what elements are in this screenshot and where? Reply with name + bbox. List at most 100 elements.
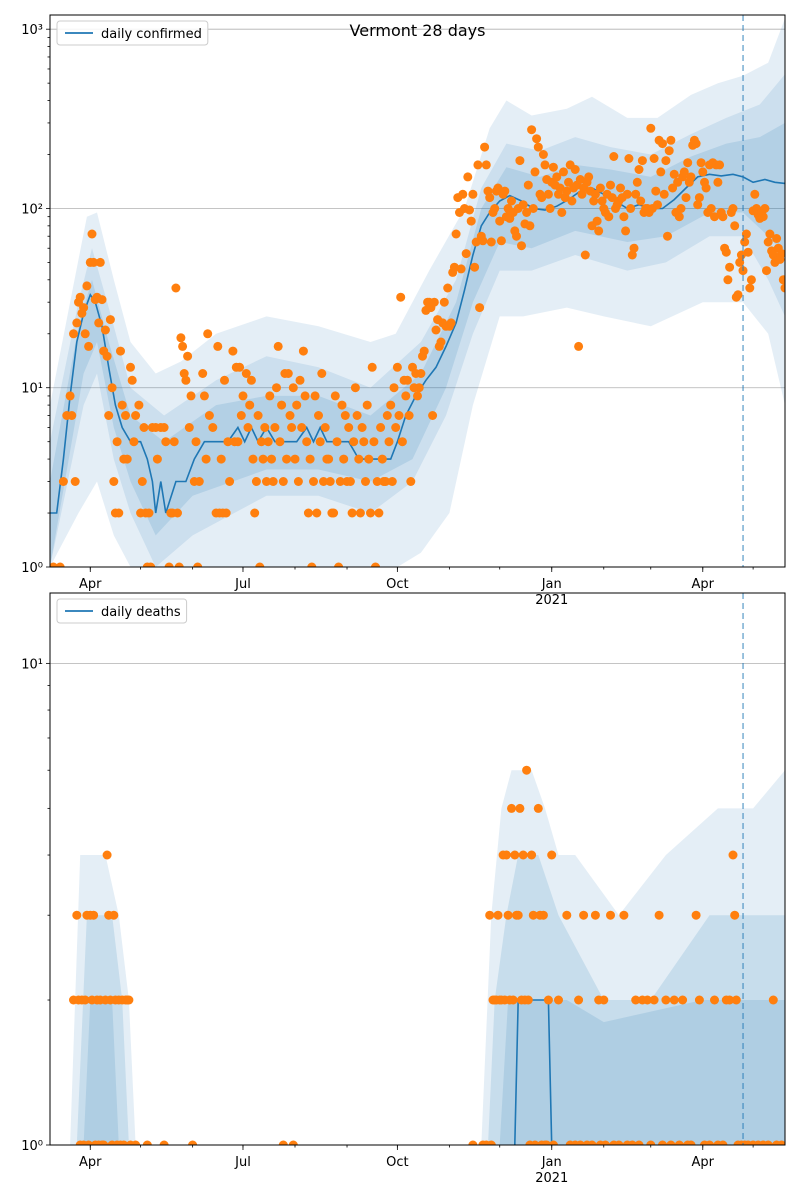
confirmed-observed-point	[728, 204, 738, 213]
confirmed-legend: daily confirmed	[56, 20, 209, 46]
confirmed-observed-point	[443, 283, 453, 293]
confirmed-observed-point	[75, 292, 85, 302]
deaths-observed-point	[649, 995, 659, 1005]
confirmed-observed-point	[381, 477, 391, 486]
confirmed-observed-point	[518, 200, 528, 210]
confirmed-observed-point	[241, 369, 251, 378]
deaths-observed-point	[718, 1140, 728, 1145]
confirmed-observed-point	[70, 477, 80, 486]
confirmed-chart-title: Vermont 28 days	[350, 21, 486, 40]
confirmed-observed-point	[104, 411, 114, 420]
confirmed-observed-point	[543, 189, 553, 199]
confirmed-observed-point	[656, 167, 666, 177]
confirmed-observed-point	[619, 212, 629, 222]
confirmed-observed-point	[725, 262, 735, 272]
confirmed-observed-point	[278, 477, 288, 486]
confirmed-observed-point	[634, 165, 644, 174]
deaths-observed-point	[654, 910, 664, 920]
confirmed-observed-point	[179, 369, 189, 378]
confirmed-observed-point	[480, 142, 490, 152]
confirmed-observed-point	[161, 437, 171, 447]
confirmed-observed-point	[517, 241, 526, 251]
confirmed-observed-point	[102, 351, 112, 361]
confirmed-observed-point	[361, 477, 370, 486]
confirmed-observed-point	[760, 204, 770, 213]
confirmed-observed-point	[84, 341, 94, 351]
confirmed-observed-point	[310, 391, 320, 401]
confirmed-observed-point	[201, 454, 211, 464]
confirmed-observed-point	[622, 189, 632, 199]
deaths-chart: 10⁰ 10¹ Apr Jul Oct Jan Apr 2021 daily deaths	[21, 592, 786, 1186]
deaths-observed-point	[562, 910, 572, 920]
confirmed-observed-point	[89, 257, 99, 267]
confirmed-observed-point	[295, 375, 305, 385]
deaths-axes-frame	[49, 592, 786, 1146]
confirmed-observed-point	[562, 186, 572, 196]
deaths-observed-point	[547, 850, 557, 860]
confirmed-observed-point	[396, 292, 406, 302]
confirmed-observed-point	[545, 204, 555, 213]
confirmed-observed-point	[332, 437, 342, 447]
confirmed-observed-point	[439, 297, 449, 307]
deaths-x-tick-label: Apr	[692, 1155, 715, 1170]
confirmed-observed-point	[107, 383, 117, 393]
confirmed-observed-point	[193, 562, 203, 567]
deaths-observed-point	[523, 995, 533, 1005]
confirmed-observed-point	[131, 411, 141, 420]
confirmed-observed-point	[428, 411, 438, 420]
deaths-observed-point	[528, 910, 538, 920]
confirmed-observed-point	[743, 247, 753, 257]
confirmed-observed-point	[184, 423, 194, 432]
confirmed-observed-point	[609, 152, 619, 161]
confirmed-x-tick-label: Oct	[386, 577, 408, 592]
confirmed-observed-point	[478, 236, 488, 246]
confirmed-observed-point	[334, 562, 344, 567]
confirmed-observed-point	[658, 139, 667, 149]
deaths-observed-point	[661, 995, 671, 1005]
confirmed-observed-point	[359, 437, 369, 447]
deaths-observed-point	[627, 1140, 637, 1145]
confirmed-observed-point	[364, 454, 374, 464]
deaths-observed-point	[80, 995, 90, 1005]
confirmed-observed-point	[715, 160, 725, 170]
confirmed-observed-point	[204, 411, 214, 420]
confirmed-observed-point	[186, 391, 196, 401]
confirmed-observed-point	[461, 249, 471, 259]
confirmed-observed-point	[706, 204, 716, 213]
confirmed-observed-point	[371, 562, 380, 567]
confirmed-observed-point	[305, 454, 315, 464]
confirmed-observed-point	[137, 477, 147, 486]
confirmed-observed-point	[686, 172, 696, 182]
confirmed-observed-point	[523, 180, 533, 190]
deaths-observed-point	[538, 910, 548, 920]
deaths-uncertainty-band	[76, 915, 129, 1145]
confirmed-observed-point	[228, 346, 238, 356]
confirmed-observed-point	[369, 437, 379, 447]
deaths-x-year-label: 2021	[535, 1171, 568, 1186]
confirmed-observed-point	[117, 400, 127, 410]
confirmed-observed-point	[236, 411, 246, 420]
confirmed-observed-point	[225, 477, 235, 486]
confirmed-observed-point	[293, 477, 303, 486]
confirmed-observed-point	[710, 212, 719, 222]
confirmed-observed-point	[366, 508, 375, 518]
confirmed-observed-point	[208, 423, 218, 432]
confirmed-observed-point	[431, 325, 441, 335]
confirmed-observed-point	[350, 383, 360, 393]
confirmed-observed-point	[320, 423, 330, 432]
confirmed-observed-point	[176, 333, 186, 343]
confirmed-observed-point	[256, 437, 266, 447]
confirmed-observed-point	[377, 454, 387, 464]
confirmed-observed-point	[265, 391, 275, 401]
confirmed-observed-point	[376, 423, 386, 432]
confirmed-observed-point	[468, 189, 478, 199]
deaths-observed-point	[763, 1140, 773, 1145]
deaths-uncertainty-band	[481, 770, 785, 1145]
deaths-x-tick-label: Jul	[234, 1155, 251, 1170]
confirmed-observed-point	[109, 477, 119, 486]
deaths-y-tick-label: 10⁰	[21, 1139, 43, 1154]
confirmed-observed-point	[693, 200, 703, 210]
confirmed-observed-point	[344, 423, 354, 432]
confirmed-observed-point	[116, 346, 125, 356]
confirmed-observed-point	[325, 477, 335, 486]
